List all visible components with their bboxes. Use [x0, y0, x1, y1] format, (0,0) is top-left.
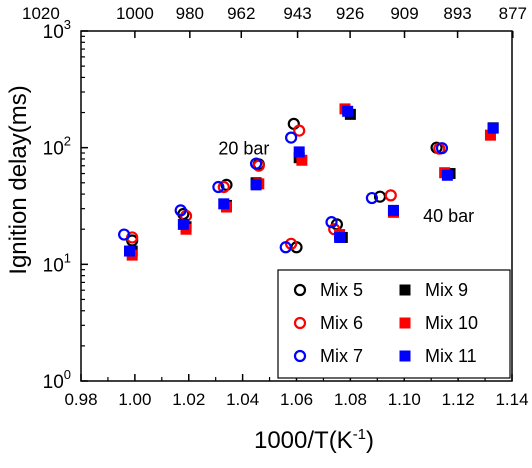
data-point-open-circle: [325, 216, 338, 229]
data-point-open-circle: [384, 189, 397, 202]
legend-marker-filled-square: [399, 317, 411, 329]
y-tick-base: 10: [43, 139, 64, 160]
data-point-filled-square: [334, 231, 346, 243]
legend: Mix 5 Mix 6 Mix 7 Mix 9 Mix 10 Mix 11: [277, 269, 511, 379]
annotation-label: 20 bar: [218, 139, 269, 159]
x-tick-label: 1.06: [280, 390, 313, 409]
legend-marker-open-circle: [293, 283, 307, 297]
legend-marker-open-circle: [293, 316, 307, 330]
x-tick-label: 1.02: [172, 390, 205, 409]
top-tick-label: 943: [283, 4, 311, 23]
data-point-filled-square: [123, 245, 135, 257]
top-tick-label: 962: [227, 4, 255, 23]
series-mix-5: [126, 117, 443, 254]
legend-label: Mix 9: [425, 280, 468, 300]
data-point-filled-square: [177, 218, 189, 230]
data-point-open-circle: [285, 131, 298, 144]
data-point-open-circle: [287, 117, 300, 130]
data-point-filled-square: [484, 129, 496, 141]
y-tick-exponent: 2: [64, 134, 71, 149]
legend-label: Mix 11: [425, 346, 477, 366]
y-tick-label: 102: [43, 134, 71, 160]
data-point-filled-square: [487, 122, 499, 134]
data-point-open-circle: [252, 159, 265, 172]
data-point-open-circle: [279, 241, 292, 254]
data-point-filled-square: [441, 169, 453, 181]
data-point-open-circle: [174, 204, 187, 217]
annotation-label: 40 bar: [423, 206, 474, 226]
legend-label: Mix 6: [320, 313, 363, 333]
data-point-filled-square: [218, 198, 230, 210]
top-tick-label: 909: [390, 4, 418, 23]
x-axis-title-superscript: -1: [353, 426, 366, 443]
y-tick-base: 10: [43, 22, 64, 43]
top-tick-label: 1000: [116, 4, 154, 23]
data-point-filled-square: [342, 105, 354, 117]
top-tick-label: 893: [443, 4, 471, 23]
legend-label: Mix 5: [320, 280, 363, 300]
x-tick-label: 0.98: [64, 390, 97, 409]
data-point-open-circle: [212, 180, 225, 194]
top-tick-label: 926: [336, 4, 364, 23]
legend-label: Mix 10: [425, 313, 478, 333]
x-tick-label: 1.14: [495, 390, 528, 409]
data-point-open-circle: [249, 157, 263, 170]
y-tick-base: 10: [43, 372, 64, 393]
y-tick-label: 101: [43, 250, 71, 276]
top-tick-label: 980: [176, 4, 204, 23]
y-tick-base: 10: [43, 255, 64, 276]
y-tick-label: 100: [43, 367, 71, 393]
data-point-filled-square: [250, 179, 262, 191]
series-mix-6: [126, 124, 446, 250]
legend-label: Mix 7: [320, 346, 363, 366]
top-axis: 1000 980 962 943 926 909 893 877 1020: [22, 4, 527, 38]
data-point-open-circle: [117, 228, 131, 241]
legend-marker-filled-square: [399, 350, 411, 362]
x-tick-label: 1.10: [388, 390, 421, 409]
legend-marker-open-circle: [293, 349, 307, 363]
y-axis-title: Ignition delay(ms): [5, 85, 32, 274]
series-mix-7: [117, 131, 449, 254]
legend-box: [277, 269, 511, 379]
data-point-filled-square: [293, 146, 305, 158]
x-axis-title: 1000/T(K-1): [254, 426, 374, 454]
data-point-open-circle: [293, 124, 306, 137]
y-tick-exponent: 3: [64, 17, 71, 32]
y-tick-exponent: 1: [64, 250, 71, 265]
data-point-open-circle: [365, 191, 379, 205]
top-tick-label-extra: 1020: [22, 4, 60, 23]
x-tick-label: 1.04: [226, 390, 259, 409]
data-point-open-circle: [220, 178, 233, 191]
data-point-open-circle: [217, 180, 230, 194]
data-point-filled-square: [296, 154, 308, 166]
top-tick-label: 877: [499, 4, 527, 23]
y-tick-label: 103: [43, 17, 71, 43]
annotations: 20 bar 40 bar: [218, 139, 474, 226]
data-point-open-circle: [435, 142, 449, 155]
y-tick-exponent: 0: [64, 367, 71, 382]
x-tick-label: 1.12: [442, 390, 475, 409]
x-tick-label: 1.08: [334, 390, 367, 409]
x-tick-label: 1.00: [118, 390, 151, 409]
data-marks: [117, 103, 499, 261]
legend-marker-filled-square: [399, 284, 411, 296]
x-axis: 0.98 1.00 1.02 1.04 1.06 1.08 1.10 1.12 1.14: [64, 374, 529, 409]
series-mix-10: [126, 103, 496, 261]
data-point-filled-square: [387, 204, 399, 216]
series-mix-11: [123, 105, 499, 257]
